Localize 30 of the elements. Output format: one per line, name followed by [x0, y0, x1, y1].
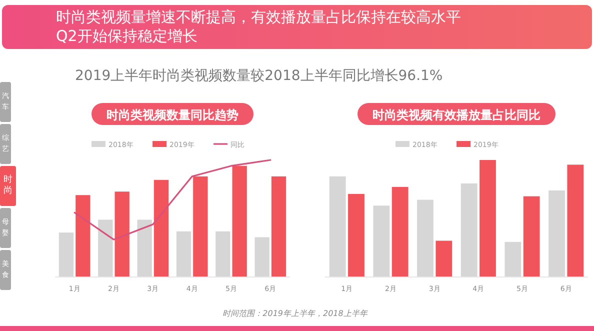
bar	[76, 195, 90, 277]
text: 时尚类视频量增速不断提高，有效播放量占比保持在较高水平 Q2开始保持稳定增长	[56, 8, 461, 45]
bar	[114, 192, 130, 277]
bar	[436, 240, 452, 277]
bar	[348, 194, 364, 277]
bar	[329, 176, 346, 277]
bar	[176, 231, 192, 277]
bar	[417, 200, 434, 277]
bar	[232, 166, 247, 277]
text: 时间范围：2019年上半年，2018上半年	[222, 309, 368, 318]
bar	[567, 164, 584, 277]
bar	[137, 220, 152, 277]
bar	[154, 180, 169, 277]
bar	[460, 183, 478, 277]
bar	[373, 206, 390, 277]
bar	[504, 242, 522, 277]
bar	[523, 196, 540, 277]
bar	[548, 190, 565, 277]
bar	[58, 232, 74, 277]
text: 2019上半年时尚类视频数量较2018上半年同比增长96.1%	[75, 68, 443, 84]
bar	[392, 186, 408, 277]
bar	[216, 231, 230, 277]
chart-title: 时尚类视频数量同比趋势	[106, 108, 238, 122]
bar	[193, 176, 208, 277]
bar	[271, 176, 286, 277]
chart-title: 时尚类视频有效播放量占比同比	[372, 108, 540, 122]
text: 时尚	[4, 174, 12, 196]
bar	[480, 160, 496, 277]
bar	[98, 220, 113, 277]
bar	[254, 237, 270, 277]
